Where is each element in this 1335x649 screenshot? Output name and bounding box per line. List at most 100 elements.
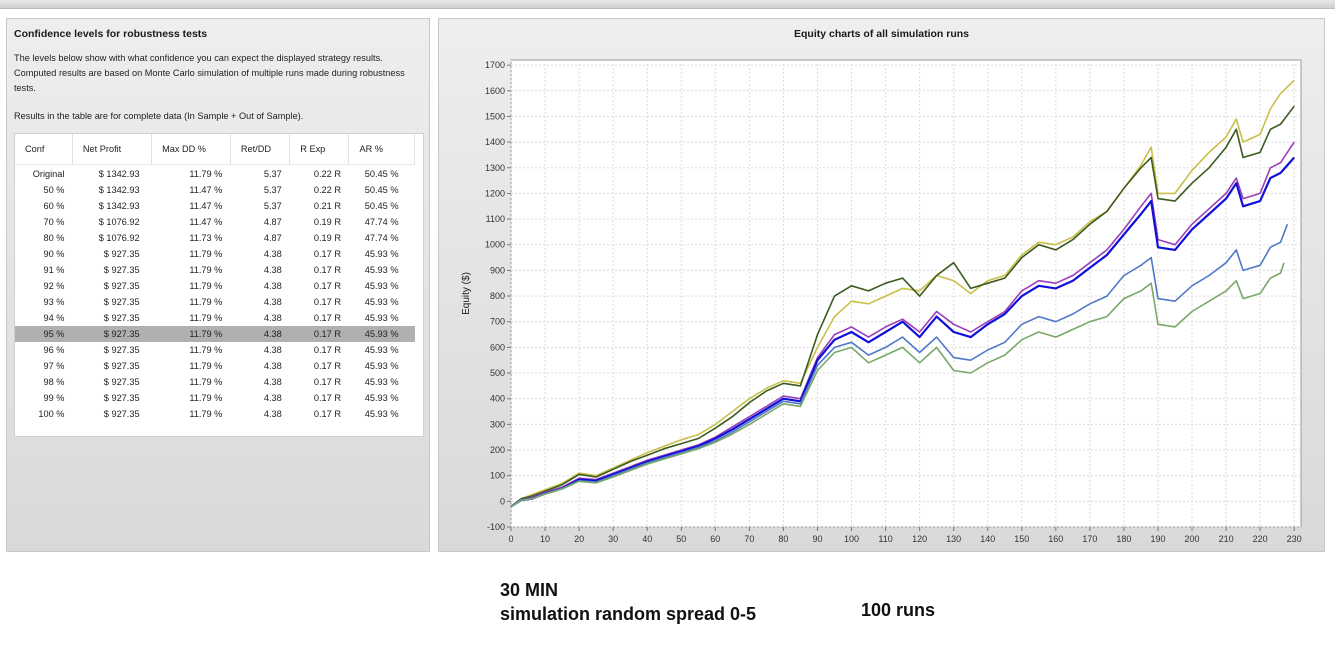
cell-r-exp: 0.17 R [313, 297, 341, 307]
series-layer [510, 79, 1296, 508]
table-row[interactable]: 93 % $ 927.35 11.79 % 4.38 0.17 R 45.93 % [15, 294, 415, 310]
cell-ret-dd: 4.38 [263, 377, 282, 387]
cell-max-dd: 11.79 % [189, 345, 223, 355]
equity-series-line [510, 141, 1295, 508]
table-row[interactable]: 50 % $ 1342.93 11.47 % 5.37 0.22 R 50.45 % [15, 182, 415, 198]
cell-ret-dd: 4.38 [263, 393, 282, 403]
x-tick-label: 180 [1116, 534, 1131, 544]
table-row[interactable]: 92 % $ 927.35 11.79 % 4.38 0.17 R 45.93 % [15, 278, 415, 294]
cell-net-profit: $ 927.35 [103, 281, 140, 291]
cell-r-exp: 0.22 R [313, 185, 341, 195]
y-tick-label: 500 [490, 368, 505, 378]
cell-ar: 45.93 % [364, 345, 399, 355]
cell-conf: Original [32, 169, 65, 179]
table-row[interactable]: 91 % $ 927.35 11.79 % 4.38 0.17 R 45.93 % [15, 262, 415, 278]
table-row[interactable]: 95 % $ 927.35 11.79 % 4.38 0.17 R 45.93 % [15, 326, 415, 342]
cell-max-dd: 11.47 % [189, 201, 223, 211]
cell-ret-dd: 4.38 [263, 249, 282, 259]
cell-r-exp: 0.17 R [313, 265, 341, 275]
cell-ar: 45.93 % [364, 377, 399, 387]
col-header-net-profit[interactable]: Net Profit [72, 134, 153, 165]
x-tick-label: 170 [1082, 534, 1097, 544]
table-row[interactable]: 80 % $ 1076.92 11.73 % 4.87 0.19 R 47.74 % [15, 230, 415, 246]
cell-net-profit: $ 927.35 [103, 249, 140, 259]
table-row[interactable]: 98 % $ 927.35 11.79 % 4.38 0.17 R 45.93 % [15, 374, 415, 390]
y-tick-label: 700 [490, 317, 505, 327]
cell-net-profit: $ 927.35 [103, 345, 140, 355]
cell-max-dd: 11.79 % [189, 393, 223, 403]
cell-ret-dd: 5.37 [263, 185, 282, 195]
table-row[interactable]: 99 % $ 927.35 11.79 % 4.38 0.17 R 45.93 % [15, 390, 415, 406]
cell-ret-dd: 4.38 [263, 361, 282, 371]
table-row[interactable]: 97 % $ 927.35 11.79 % 4.38 0.17 R 45.93 % [15, 358, 415, 374]
table-header-row: Conf Net Profit Max DD % Ret/DD R Exp AR… [15, 134, 415, 165]
cell-max-dd: 11.79 % [189, 169, 223, 179]
y-tick-label: 1200 [485, 188, 505, 198]
cell-max-dd: 11.79 % [189, 361, 223, 371]
confidence-table-container[interactable]: Conf Net Profit Max DD % Ret/DD R Exp AR… [14, 133, 424, 437]
cell-ret-dd: 5.37 [263, 169, 282, 179]
y-tick-label: 800 [490, 291, 505, 301]
cell-r-exp: 0.17 R [313, 313, 341, 323]
cell-max-dd: 11.79 % [189, 313, 223, 323]
table-row[interactable]: 94 % $ 927.35 11.79 % 4.38 0.17 R 45.93 % [15, 310, 415, 326]
confidence-levels-panel: Confidence levels for robustness tests T… [6, 18, 430, 552]
cell-r-exp: 0.17 R [313, 377, 341, 387]
cell-max-dd: 11.79 % [189, 249, 223, 259]
cell-ret-dd: 4.38 [263, 345, 282, 355]
cell-net-profit: $ 927.35 [103, 409, 140, 419]
table-row[interactable]: 96 % $ 927.35 11.79 % 4.38 0.17 R 45.93 % [15, 342, 415, 358]
equity-chart-panel: Equity charts of all simulation runs -10… [438, 18, 1325, 552]
panel-note: Results in the table are for complete da… [14, 111, 304, 121]
cell-r-exp: 0.17 R [313, 409, 341, 419]
cell-ar: 50.45 % [364, 185, 399, 195]
x-tick-label: 70 [744, 534, 754, 544]
col-header-r-exp[interactable]: R Exp [289, 134, 350, 165]
chart-title: Equity charts of all simulation runs [793, 28, 970, 40]
cell-r-exp: 0.17 R [313, 393, 341, 403]
y-tick-label: 100 [490, 471, 505, 481]
cell-conf: 100 % [38, 409, 65, 419]
cell-ret-dd: 4.38 [263, 313, 282, 323]
cell-ar: 45.93 % [348, 326, 415, 342]
cell-conf: 93 % [43, 297, 65, 307]
x-tick-label: 10 [540, 534, 550, 544]
col-header-max-dd[interactable]: Max DD % [151, 134, 231, 165]
cell-max-dd: 11.47 % [189, 217, 223, 227]
table-row[interactable]: 100 % $ 927.35 11.79 % 4.38 0.17 R 45.93 % [15, 406, 415, 422]
cell-r-exp: 0.17 R [289, 326, 349, 342]
cell-conf: 80 % [43, 233, 65, 243]
y-tick-label: 1400 [485, 137, 505, 147]
top-toolbar-strip [0, 0, 1335, 9]
cell-ret-dd: 4.38 [263, 409, 282, 419]
x-tick-label: 190 [1150, 534, 1165, 544]
table-row[interactable]: Original $ 1342.93 11.79 % 5.37 0.22 R 50.45 … [15, 165, 415, 183]
col-header-ar[interactable]: AR % [348, 134, 415, 165]
x-tick-label: 130 [946, 534, 961, 544]
x-tick-label: 20 [574, 534, 584, 544]
equity-chart[interactable]: -100010020030040050060070080090010001100… [439, 19, 1324, 551]
table-row[interactable]: 70 % $ 1076.92 11.47 % 4.87 0.19 R 47.74 % [15, 214, 415, 230]
cell-conf: 98 % [43, 377, 65, 387]
x-tick-label: 110 [878, 534, 892, 544]
cell-r-exp: 0.17 R [313, 249, 341, 259]
cell-ar: 45.93 % [364, 249, 399, 259]
cell-ar: 45.93 % [364, 313, 399, 323]
col-header-ret-dd[interactable]: Ret/DD [230, 134, 291, 165]
cell-conf: 60 % [43, 201, 65, 211]
col-header-conf[interactable]: Conf [15, 134, 73, 165]
cell-ar: 45.93 % [364, 393, 399, 403]
cell-r-exp: 0.22 R [313, 169, 341, 179]
table-row[interactable]: 90 % $ 927.35 11.79 % 4.38 0.17 R 45.93 % [15, 246, 415, 262]
cell-net-profit: $ 927.35 [103, 313, 140, 323]
caption-runs: 100 runs [861, 600, 936, 620]
cell-r-exp: 0.19 R [313, 233, 341, 243]
y-tick-label: 1700 [485, 60, 505, 70]
cell-max-dd: 11.79 % [189, 409, 223, 419]
cell-ar: 45.93 % [364, 265, 399, 275]
table-row[interactable]: 60 % $ 1342.93 11.47 % 5.37 0.21 R 50.45 % [15, 198, 415, 214]
cell-conf: 99 % [43, 393, 65, 403]
cell-net-profit: $ 927.35 [103, 361, 140, 371]
y-tick-label: 900 [490, 265, 505, 275]
